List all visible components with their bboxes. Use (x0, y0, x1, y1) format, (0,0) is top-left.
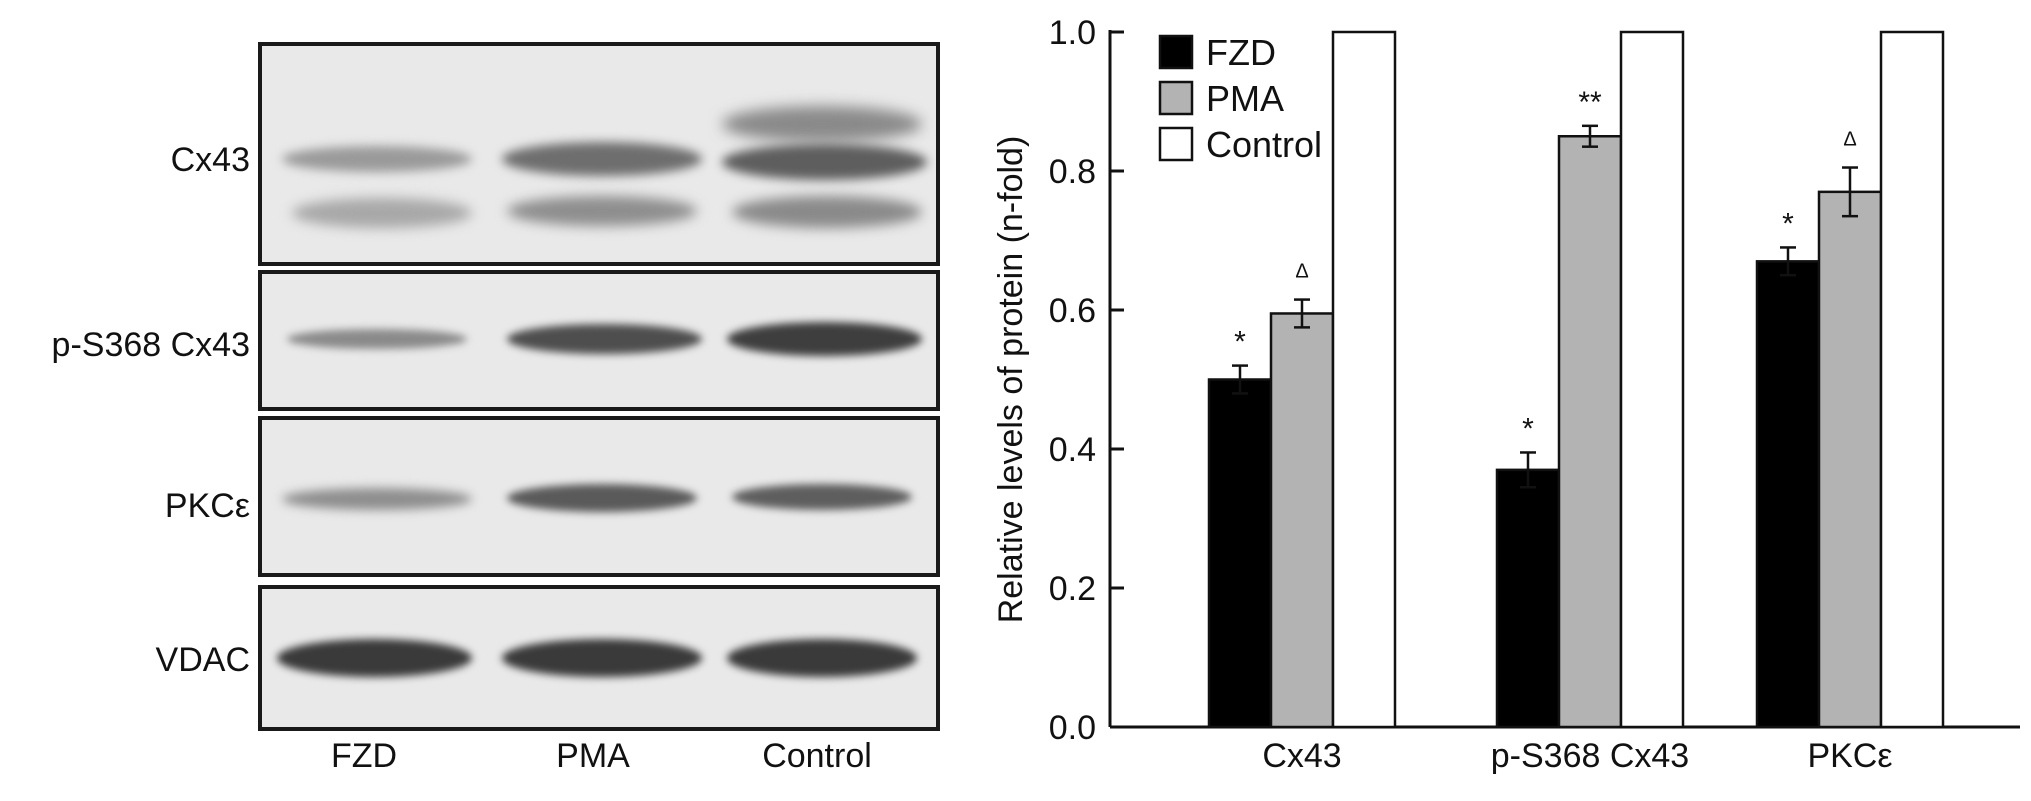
significance-mark-pma-2: Δ (1843, 129, 1856, 151)
blot-panel-ps368-cx43 (258, 270, 940, 411)
y-tick-label-1: 0.2 (1049, 570, 1096, 608)
significance-mark-fzd-0: * (1234, 326, 1246, 359)
y-axis-label: Relative levels of protein (n-fold) (992, 136, 1030, 624)
chart-bars: *Δ****Δ (1207, 30, 1945, 729)
legend-label-pma: PMA (1206, 78, 1284, 119)
blot-panel-cx43 (258, 42, 940, 266)
x-tick-label-0: Cx43 (1262, 737, 1341, 775)
chart-legend: FZD PMA Control (1158, 32, 1322, 165)
band-cx43-control-top (722, 106, 922, 142)
y-tick-label-3: 0.6 (1049, 292, 1096, 330)
significance-mark-pma-0: Δ (1295, 261, 1308, 283)
bar-control-1 (1619, 30, 1685, 729)
chart-axes: 0.0 0.2 0.4 0.6 0.8 1.0 Relative levels of pro… (992, 14, 2020, 775)
lane-label-fzd: FZD (330, 737, 398, 775)
bar-pma-1 (1557, 135, 1623, 729)
blot-panel-vdac (258, 585, 940, 731)
lane-label-pma: PMA (556, 737, 630, 775)
band-pkce-pma (507, 484, 697, 512)
legend-swatch-fzd (1158, 34, 1194, 70)
legend-swatch-control (1158, 126, 1194, 162)
significance-mark-fzd-1: * (1522, 412, 1534, 445)
legend-swatch-pma (1158, 80, 1194, 116)
lane-label-control: Control (762, 737, 872, 775)
band-cx43-fzd-lower (292, 198, 472, 228)
blot-panel-pkce (258, 416, 940, 577)
blot-row-label-vdac: VDAC (155, 641, 250, 679)
band-vdac-fzd (277, 639, 472, 677)
band-pkce-control (732, 484, 912, 510)
legend-label-control: Control (1206, 124, 1322, 165)
y-tick-label-2: 0.4 (1049, 431, 1096, 469)
y-tick-label-5: 1.0 (1049, 14, 1096, 52)
band-vdac-control (727, 639, 917, 677)
band-ps368-fzd (287, 329, 467, 349)
band-pkce-fzd (282, 488, 472, 510)
bar-fzd-0 (1207, 378, 1273, 729)
band-cx43-control-upper (722, 144, 927, 180)
y-tick-label-0: 0.0 (1049, 709, 1096, 747)
bar-fzd-2 (1755, 260, 1821, 729)
band-cx43-pma-upper (502, 142, 702, 176)
band-cx43-fzd-upper (282, 146, 472, 172)
bar-pma-0 (1269, 312, 1335, 729)
legend-label-fzd: FZD (1206, 32, 1276, 73)
x-tick-label-1: p-S368 Cx43 (1491, 737, 1689, 775)
bar-pma-2 (1817, 190, 1883, 729)
y-tick-label-4: 0.8 (1049, 153, 1096, 191)
blot-row-label-ps368-cx43: p-S368 Cx43 (51, 326, 250, 364)
blot-row-label-cx43: Cx43 (170, 141, 250, 179)
band-cx43-control-lower (732, 196, 922, 228)
band-ps368-control (727, 322, 922, 356)
blot-row-label-pkce: PKCε (164, 487, 250, 525)
significance-mark-pma-1: ** (1578, 86, 1602, 119)
bar-fzd-1 (1495, 468, 1561, 729)
band-cx43-pma-lower (507, 196, 697, 226)
band-ps368-pma (507, 324, 702, 354)
bar-control-2 (1879, 30, 1945, 729)
band-vdac-pma (502, 639, 702, 677)
significance-mark-fzd-2: * (1782, 207, 1794, 240)
x-tick-label-2: PKCε (1807, 737, 1892, 775)
bar-control-0 (1331, 30, 1397, 729)
